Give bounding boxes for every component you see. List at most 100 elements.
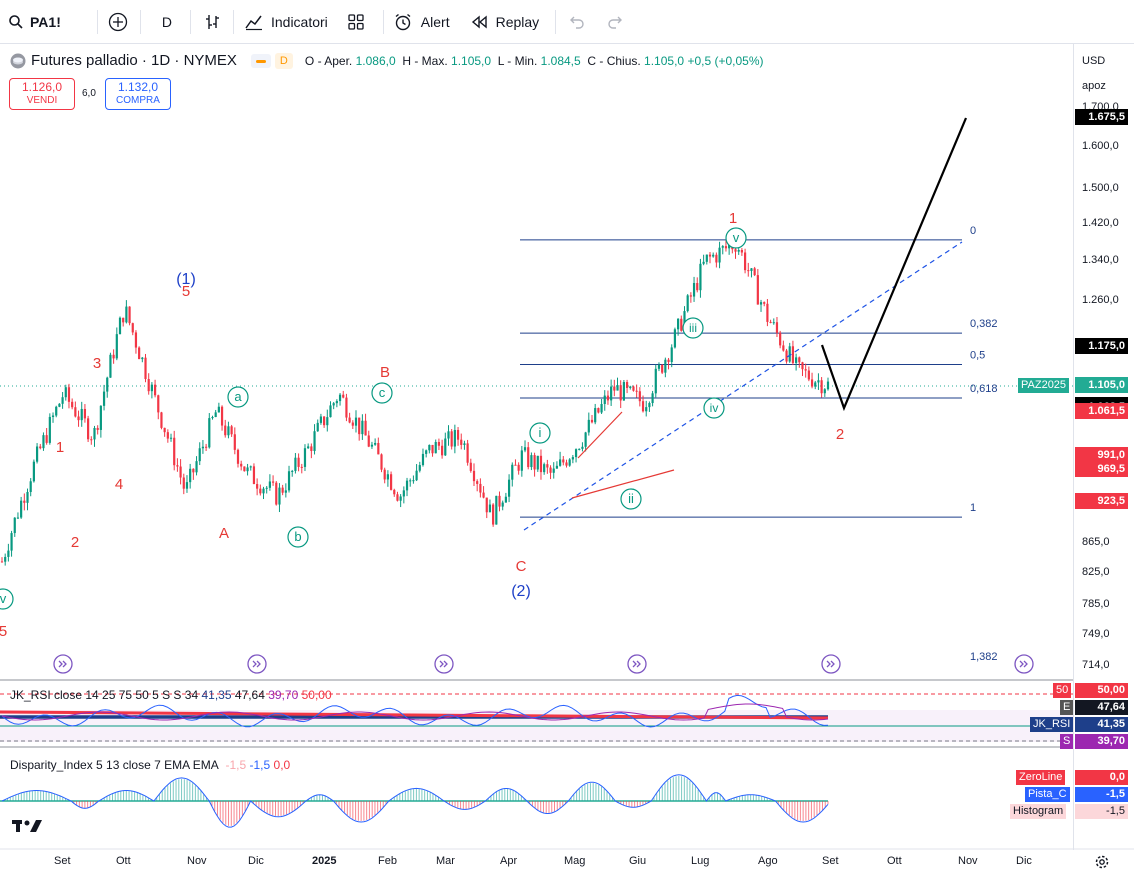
candle-body xyxy=(635,390,638,392)
change-value: +0,5 (+0,05%) xyxy=(687,53,764,68)
candle-body xyxy=(23,500,26,503)
price-tick: 1.260,0 xyxy=(1082,293,1119,306)
candle-body xyxy=(479,483,482,493)
histogram-tag: Histogram xyxy=(1010,804,1067,819)
candle-body xyxy=(220,406,224,426)
candle-body xyxy=(160,412,163,428)
candle-body xyxy=(441,445,444,456)
palladium-icon xyxy=(10,53,26,68)
currency-button[interactable]: USD xyxy=(1082,55,1106,67)
candle-body xyxy=(594,408,597,423)
price-tick: 714,0 xyxy=(1082,659,1110,671)
candle-body xyxy=(310,446,313,451)
candle-body xyxy=(472,470,476,482)
wedge-upper-line[interactable] xyxy=(577,411,623,459)
settings-gear-icon[interactable] xyxy=(1094,854,1110,870)
event-marker xyxy=(627,654,647,674)
wave-label: A xyxy=(219,525,229,542)
price-tag: 1.105,0 xyxy=(1075,377,1128,394)
candle-body xyxy=(606,395,610,401)
fibonacci-retracement[interactable]: 0 0,382 0,5 0,618 1 1,382 xyxy=(520,225,998,663)
candle-body xyxy=(779,332,782,346)
rsi-tag-s: S xyxy=(1060,734,1074,749)
candle-body xyxy=(313,431,316,451)
open-label: O - Aper. xyxy=(304,53,353,68)
candle-body xyxy=(198,448,201,462)
symbol-search[interactable]: PA1! xyxy=(8,0,61,44)
candle-body xyxy=(0,561,4,563)
candle-body xyxy=(7,550,10,557)
candle-body xyxy=(610,386,613,401)
candle-body xyxy=(326,417,329,426)
chart-type-button[interactable] xyxy=(204,0,222,44)
time-tick: Nov xyxy=(958,855,978,867)
candle-body xyxy=(138,347,141,360)
tradingview-logo[interactable] xyxy=(12,818,44,834)
candle-body xyxy=(122,317,125,323)
candle-body xyxy=(641,401,645,412)
undo-button[interactable] xyxy=(569,0,585,44)
wave-label: (1) xyxy=(176,271,196,288)
candle-body xyxy=(278,487,281,505)
candle-body xyxy=(173,437,176,466)
candle-body xyxy=(514,464,517,466)
redo-button[interactable] xyxy=(607,0,623,44)
wave-circle xyxy=(227,386,249,408)
alert-button[interactable]: Alert xyxy=(393,0,450,44)
candle-body xyxy=(118,317,122,335)
wave-label: 5 xyxy=(0,623,7,640)
sell-button[interactable]: 1.126,0 VENDI xyxy=(9,78,75,110)
candle-body xyxy=(224,425,227,436)
price-tick: 1.340,0 xyxy=(1082,254,1119,267)
candle-body xyxy=(115,334,118,359)
time-tick: Lug xyxy=(691,855,710,867)
candle-body xyxy=(386,474,389,480)
candle-body xyxy=(708,254,712,257)
candle-body xyxy=(29,481,32,492)
candle-body xyxy=(590,419,594,423)
wave-label: iii xyxy=(689,321,697,335)
candle-body xyxy=(26,491,29,503)
candle-body xyxy=(185,482,189,489)
candle-body xyxy=(67,387,71,402)
price-axis[interactable] xyxy=(1073,44,1134,850)
candle-body xyxy=(456,429,460,440)
candle-body xyxy=(4,556,7,562)
add-symbol-button[interactable] xyxy=(108,0,128,44)
eye-badge[interactable] xyxy=(250,53,271,68)
disparity-line xyxy=(1,774,829,828)
fib-level-label: 0,382 xyxy=(970,318,998,330)
projection-path[interactable] xyxy=(820,117,968,412)
symbol-label: PA1! xyxy=(30,13,61,30)
event-marker xyxy=(1014,654,1034,674)
low-label: L - Min. xyxy=(497,53,538,68)
indicators-button[interactable]: Indicatori xyxy=(244,0,328,44)
interval-button[interactable]: D xyxy=(162,0,172,44)
candle-body xyxy=(405,480,409,491)
candle-body xyxy=(804,369,807,371)
scale-mode-button[interactable]: apoz xyxy=(1082,80,1106,92)
dashed-trendline[interactable] xyxy=(523,241,963,531)
candle-body xyxy=(211,417,214,419)
candle-body xyxy=(782,345,785,351)
candle-body xyxy=(284,490,287,493)
wedge-lower-line[interactable] xyxy=(571,469,675,499)
replay-button[interactable]: Replay xyxy=(471,0,539,44)
candle-body xyxy=(246,467,249,472)
undo-icon xyxy=(570,16,584,29)
candle-body xyxy=(354,417,358,426)
candle-body xyxy=(766,303,769,322)
candle-body xyxy=(654,368,657,394)
candle-body xyxy=(715,254,718,263)
candle-body xyxy=(810,379,814,387)
wave-label: 4 xyxy=(115,476,123,493)
spread-value: 6,0 xyxy=(82,88,96,99)
candle-body xyxy=(798,357,801,363)
wave-label: C xyxy=(516,558,527,575)
candle-body xyxy=(415,470,418,481)
templates-button[interactable] xyxy=(347,0,365,44)
buy-button[interactable]: 1.132,0 COMPRA xyxy=(105,78,171,110)
candle-body xyxy=(562,459,565,463)
